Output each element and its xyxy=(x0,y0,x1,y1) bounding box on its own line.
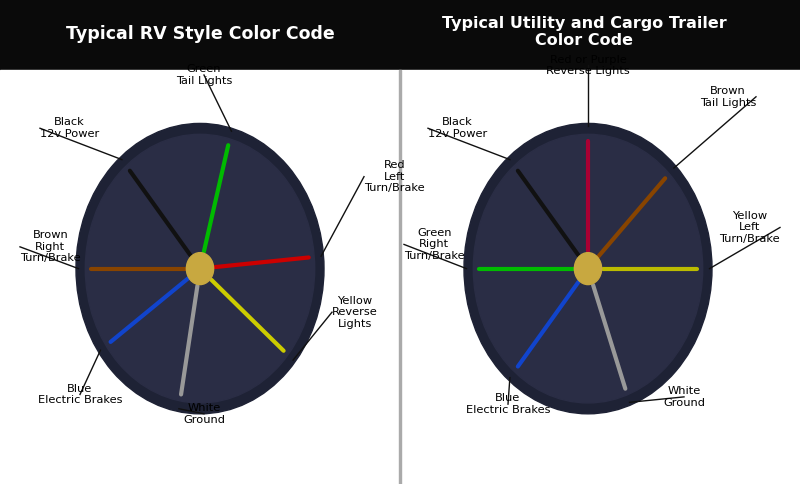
Ellipse shape xyxy=(464,123,712,414)
Text: Typical Utility and Cargo Trailer
Color Code: Typical Utility and Cargo Trailer Color … xyxy=(442,16,726,48)
Ellipse shape xyxy=(186,253,214,285)
Text: Red
Left
Turn/Brake: Red Left Turn/Brake xyxy=(364,160,425,193)
Text: Black
12v Power: Black 12v Power xyxy=(40,118,99,139)
Bar xyxy=(0,0,800,70)
Text: Red or Purple
Reverse Lights: Red or Purple Reverse Lights xyxy=(546,55,630,76)
Text: Typical RV Style Color Code: Typical RV Style Color Code xyxy=(66,25,334,43)
Ellipse shape xyxy=(574,253,602,285)
Text: Green
Tail Lights: Green Tail Lights xyxy=(176,64,232,86)
Bar xyxy=(0,70,800,484)
Text: Yellow
Reverse
Lights: Yellow Reverse Lights xyxy=(332,296,378,329)
Text: Blue
Electric Brakes: Blue Electric Brakes xyxy=(466,393,550,415)
Ellipse shape xyxy=(76,123,324,414)
Text: Yellow
Left
Turn/Brake: Yellow Left Turn/Brake xyxy=(719,211,780,244)
Text: White
Ground: White Ground xyxy=(663,386,705,408)
Text: Brown
Tail Lights: Brown Tail Lights xyxy=(700,86,756,107)
Text: Black
12v Power: Black 12v Power xyxy=(428,118,487,139)
Bar xyxy=(399,70,401,484)
Text: White
Ground: White Ground xyxy=(183,403,225,424)
Text: Brown
Right
Turn/Brake: Brown Right Turn/Brake xyxy=(20,230,81,263)
Text: Blue
Electric Brakes: Blue Electric Brakes xyxy=(38,384,122,405)
Ellipse shape xyxy=(474,134,702,403)
Ellipse shape xyxy=(86,134,314,403)
Text: Green
Right
Turn/Brake: Green Right Turn/Brake xyxy=(404,228,465,261)
